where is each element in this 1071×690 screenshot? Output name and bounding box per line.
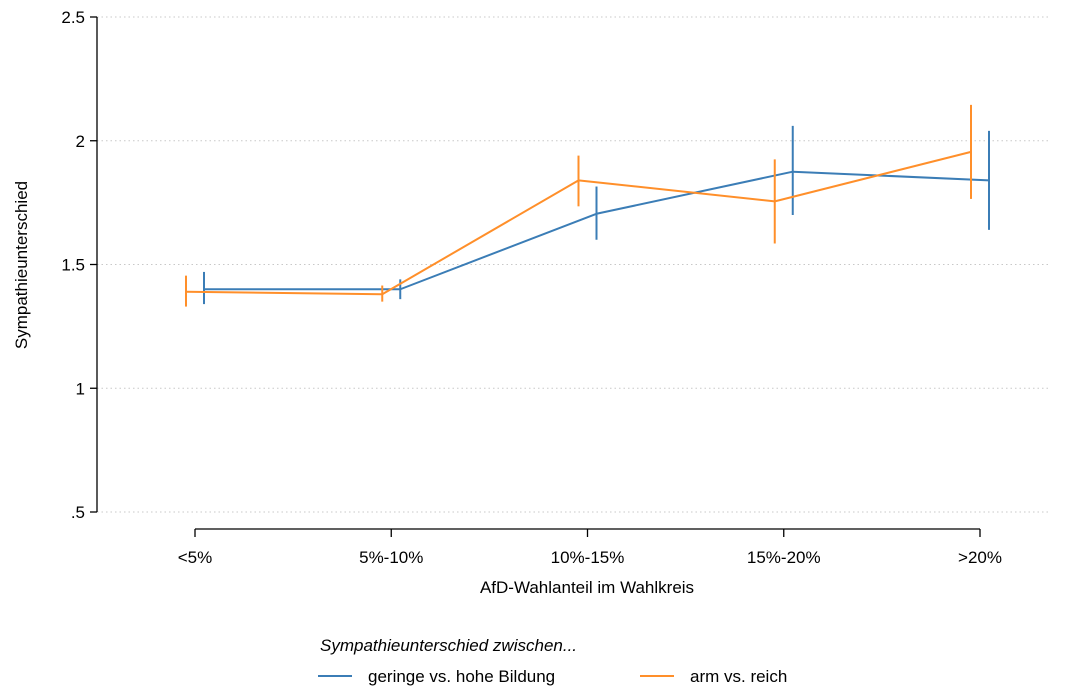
x-tick-label-0: <5% <box>178 548 213 567</box>
gridlines <box>97 16 1050 513</box>
x-tick-label-2: 10%-15% <box>551 548 625 567</box>
x-tick-label-1: 5%-10% <box>359 548 423 567</box>
y-tick-label-1: 1 <box>76 379 85 398</box>
y-ticks: .5 1 1.5 2 2.5 <box>61 8 97 522</box>
legend-label-arm-reich: arm vs. reich <box>690 667 787 686</box>
x-axis-title: AfD-Wahlanteil im Wahlkreis <box>480 578 694 597</box>
y-tick-label-2: 1.5 <box>61 256 85 275</box>
x-tick-label-3: 15%-20% <box>747 548 821 567</box>
x-tick-label-4: >20% <box>958 548 1002 567</box>
series-1 <box>185 104 972 307</box>
x-ticks: <5% 5%-10% 10%-15% 15%-20% >20% <box>178 529 1002 567</box>
legend-title: Sympathieunterschied zwischen... <box>320 636 577 655</box>
legend: Sympathieunterschied zwischen... geringe… <box>318 636 787 686</box>
axes <box>96 17 980 530</box>
y-axis-title: Sympathieunterschied <box>12 181 31 349</box>
y-tick-label-4: 2.5 <box>61 8 85 27</box>
series-0 <box>203 125 990 305</box>
y-tick-label-0: .5 <box>71 503 85 522</box>
legend-label-geringe-bildung: geringe vs. hohe Bildung <box>368 667 555 686</box>
y-tick-label-3: 2 <box>76 132 85 151</box>
series <box>185 104 990 307</box>
